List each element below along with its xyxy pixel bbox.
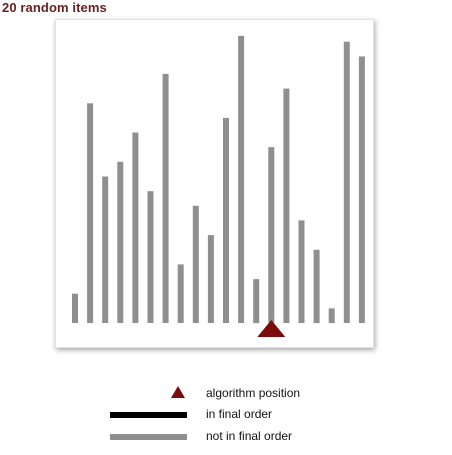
chart-title: 20 random items [2, 0, 107, 15]
legend-label-final-order: in final order [206, 407, 273, 421]
legend: algorithm position in final order not in… [0, 380, 452, 450]
bar-4 [117, 161, 124, 323]
legend-label-not-final-order: not in final order [206, 429, 293, 443]
bar-7 [162, 73, 169, 324]
chart-panel [55, 19, 374, 348]
bar-5 [132, 132, 139, 323]
bar-14 [268, 147, 275, 323]
bar-2 [87, 103, 94, 324]
bar-9 [192, 205, 199, 323]
bar-17 [313, 249, 320, 324]
triangle-up-icon [171, 386, 185, 398]
bar-12 [238, 35, 245, 324]
legend-swatch-not-final-order [110, 434, 187, 440]
legend-row-not-final-order: not in final order [0, 426, 452, 448]
bar-16 [298, 220, 305, 323]
legend-row-algorithm-position: algorithm position [0, 382, 452, 404]
bar-3 [102, 176, 109, 323]
algorithm-position-marker [257, 320, 286, 337]
bar-15 [283, 88, 290, 323]
bar-18 [328, 308, 335, 324]
bar-6 [147, 191, 154, 323]
legend-row-final-order: in final order [0, 404, 452, 426]
bar-19 [343, 41, 350, 323]
bar-20 [358, 56, 365, 324]
legend-swatch-final-order [110, 412, 187, 418]
bar-8 [177, 264, 184, 323]
bar-10 [207, 235, 214, 323]
legend-label-algorithm-position: algorithm position [206, 386, 301, 400]
bar-13 [253, 279, 260, 324]
bar-1 [72, 293, 78, 323]
bar-chart [72, 35, 365, 337]
bar-11 [223, 117, 229, 324]
